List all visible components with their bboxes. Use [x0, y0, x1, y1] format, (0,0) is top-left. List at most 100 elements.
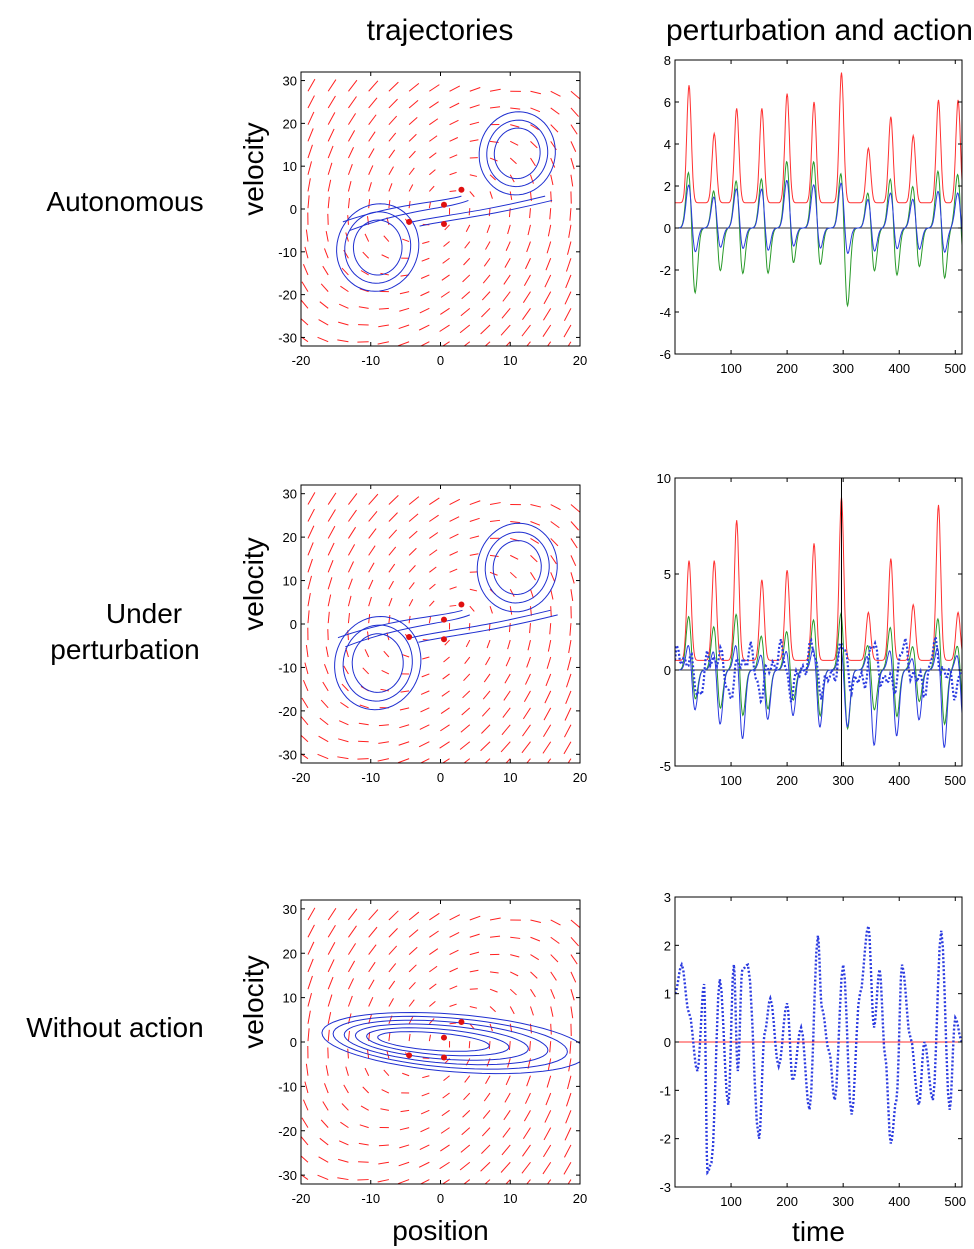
field-arrow — [408, 82, 420, 92]
field-arrow — [317, 753, 329, 760]
field-arrow — [388, 166, 394, 175]
axes-frame — [300, 71, 581, 347]
field-arrow — [368, 545, 376, 556]
field-arrow — [489, 106, 501, 109]
field-arrow — [570, 90, 580, 100]
field-arrow — [327, 594, 332, 607]
timeseries-panel: 100 200 300 400 500 3 2 1 0 -1 -2 -3 time — [659, 890, 966, 1247]
field-arrow — [469, 104, 480, 109]
trajectory-loop — [492, 540, 542, 596]
field-arrow — [508, 1041, 511, 1051]
field-arrow — [521, 1161, 531, 1174]
field-arrow — [368, 614, 371, 624]
field-arrow — [368, 909, 379, 921]
field-arrow — [485, 1075, 491, 1084]
x-tick-label: 300 — [832, 1194, 854, 1209]
field-arrow — [546, 1075, 552, 1088]
field-arrow — [550, 589, 554, 600]
field-arrow — [359, 1124, 369, 1129]
field-arrow — [420, 1109, 430, 1115]
field-arrow — [526, 241, 531, 253]
y-tick-label: 0 — [664, 221, 671, 236]
x-tick-label: 0 — [437, 770, 444, 785]
field-arrow — [301, 299, 309, 309]
field-arrow — [565, 690, 572, 705]
field-arrow — [481, 724, 491, 734]
field-arrow — [489, 554, 499, 557]
field-arrow — [564, 1127, 572, 1141]
field-arrow — [368, 528, 377, 539]
field-arrow — [502, 1127, 511, 1138]
field-arrow — [359, 704, 369, 709]
field-arrow — [522, 707, 531, 720]
field-arrow — [327, 95, 336, 109]
field-arrow — [527, 224, 531, 236]
field-arrow — [399, 291, 410, 295]
field-arrow — [449, 967, 459, 973]
field-arrow — [449, 949, 459, 956]
field-arrow — [469, 87, 481, 92]
field-arrow — [568, 639, 572, 654]
field-arrow — [509, 1006, 515, 1015]
field-arrow — [388, 98, 398, 109]
trajectory-panel: -20 -10 0 10 20 30 20 10 0 -10 -20 -30 velocity — [238, 484, 587, 785]
field-arrow — [482, 274, 491, 284]
fixed-point — [440, 201, 447, 208]
field-arrow — [397, 1179, 410, 1184]
row-label-line: Under — [105, 598, 183, 629]
field-arrow — [327, 1029, 330, 1042]
y-tick-label: -2 — [659, 263, 671, 278]
field-arrow — [570, 572, 575, 584]
field-arrow — [307, 161, 312, 175]
field-arrow — [388, 563, 396, 573]
field-arrow — [439, 1161, 450, 1170]
field-arrow — [565, 673, 572, 688]
field-arrow — [489, 935, 501, 938]
field-arrow — [443, 1075, 450, 1082]
field-arrow — [570, 989, 575, 1001]
field-arrow — [347, 147, 354, 159]
field-arrow — [550, 90, 561, 97]
field-arrow — [307, 111, 315, 125]
field-arrow — [461, 1127, 471, 1136]
field-arrow — [301, 281, 309, 292]
field-arrow — [461, 707, 471, 716]
field-arrow — [301, 1174, 309, 1180]
field-arrow — [408, 167, 415, 176]
trajectory-loop — [321, 1011, 580, 1075]
field-arrow — [469, 191, 475, 198]
field-arrow — [388, 963, 397, 973]
x-tick-label: -10 — [361, 770, 380, 785]
field-arrow — [420, 274, 430, 279]
field-arrow — [530, 589, 534, 599]
field-arrow — [545, 258, 552, 271]
y-tick-label: 2 — [664, 179, 671, 194]
field-arrow — [364, 649, 370, 658]
fixed-point — [440, 1034, 447, 1041]
field-arrow — [505, 1075, 511, 1086]
field-arrow — [449, 85, 461, 92]
field-arrow — [462, 274, 471, 283]
field-arrow — [364, 233, 370, 242]
y-tick-label: -6 — [659, 347, 671, 362]
field-arrow — [442, 257, 450, 264]
field-arrow — [485, 656, 491, 666]
field-arrow — [383, 1069, 390, 1077]
field-arrow — [307, 958, 314, 973]
column-title-trajectories: trajectories — [366, 14, 514, 47]
plot-area — [675, 478, 962, 766]
field-arrow — [383, 650, 390, 658]
field-arrow — [550, 971, 557, 981]
field-arrow — [570, 107, 579, 117]
field-arrow — [400, 1109, 410, 1113]
y-tick-label: -10 — [278, 245, 297, 260]
field-arrow — [489, 971, 499, 974]
x-axis-label: position — [392, 1215, 489, 1246]
fixed-point — [406, 634, 413, 641]
field-arrow — [502, 291, 511, 302]
field-arrow — [543, 308, 552, 321]
field-arrow — [449, 931, 460, 938]
field-arrow — [509, 571, 517, 579]
field-arrow — [570, 1006, 574, 1019]
y-tick-label: 8 — [664, 53, 671, 68]
